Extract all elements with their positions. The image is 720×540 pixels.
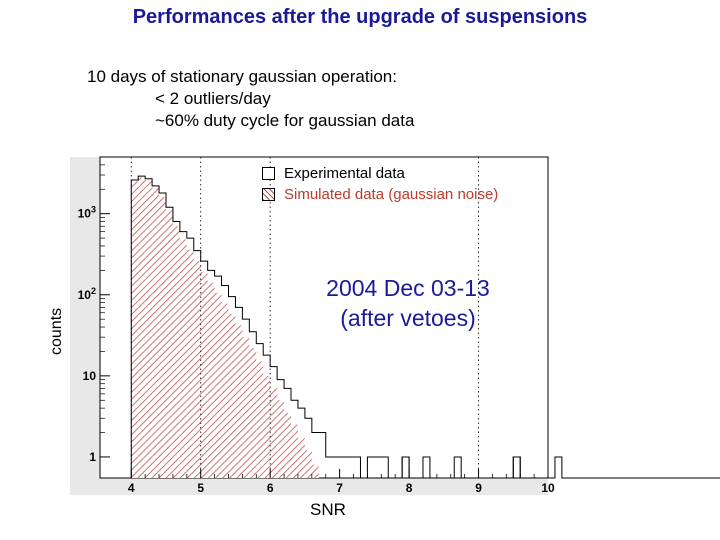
simulated-bar — [256, 361, 264, 478]
subtitle-line-1: 10 days of stationary gaussian operation… — [87, 67, 397, 86]
simulated-bar — [214, 293, 222, 478]
y-axis-label: counts — [48, 307, 65, 355]
page-title: Performances after the upgrade of suspen… — [132, 6, 588, 28]
simulated-bar — [263, 375, 271, 478]
y-tick-label: 102 — [78, 286, 96, 302]
simulated-bar — [193, 261, 201, 478]
subtitle-block: 10 days of stationary gaussian operation… — [87, 66, 414, 132]
simulated-bar — [297, 438, 305, 478]
experimental-outlier-bin — [512, 456, 521, 478]
simulated-bar — [291, 424, 298, 478]
legend-swatch-experimental — [262, 167, 275, 180]
simulated-bar — [207, 282, 215, 478]
simulated-bar — [249, 348, 257, 478]
y-tick-label: 1 — [89, 450, 96, 464]
experimental-outlier-bin — [453, 456, 462, 478]
simulated-bar — [221, 303, 229, 478]
x-tick-label: 10 — [541, 481, 555, 495]
simulated-bar — [179, 239, 187, 478]
x-tick-label: 7 — [336, 481, 343, 495]
simulated-bar — [270, 388, 278, 478]
simulated-bar — [145, 180, 153, 478]
y-tick-label: 103 — [78, 205, 96, 221]
simulated-bar — [131, 181, 139, 478]
simulated-bar — [159, 197, 166, 478]
experimental-histogram-line — [130, 175, 720, 479]
experimental-outlier-bin — [422, 456, 431, 478]
simulated-bar — [200, 272, 208, 478]
legend: Experimental data Simulated data (gaussi… — [262, 163, 498, 205]
annotation-line-1: 2004 Dec 03-13 — [326, 275, 490, 301]
subtitle-line-2: < 2 outliers/day — [155, 89, 271, 108]
simulated-bar — [138, 177, 146, 479]
simulated-bar — [277, 400, 285, 478]
simulated-bar — [172, 226, 180, 478]
simulated-bar — [228, 313, 236, 478]
subtitle-line-3: ~60% duty cycle for gaussian data — [155, 111, 415, 130]
simulated-bar — [284, 412, 292, 478]
legend-item-experimental: Experimental data — [262, 163, 498, 184]
x-tick-label: 6 — [267, 481, 274, 495]
simulated-bar — [304, 450, 312, 478]
simulated-bar — [186, 249, 194, 478]
simulated-bar — [235, 325, 243, 478]
simulated-bar — [311, 464, 319, 478]
simulated-bar — [152, 187, 160, 478]
annotation-line-2: (after vetoes) — [340, 305, 476, 331]
simulated-bar — [242, 337, 250, 478]
legend-swatch-simulated — [262, 188, 275, 201]
legend-item-simulated: Simulated data (gaussian noise) — [262, 184, 498, 205]
x-axis-label: SNR — [310, 500, 346, 519]
y-tick-label: 10 — [83, 369, 97, 383]
x-tick-label: 4 — [128, 481, 135, 495]
simulated-bar — [165, 210, 173, 478]
legend-label-experimental: Experimental data — [284, 165, 405, 182]
legend-label-simulated: Simulated data (gaussian noise) — [284, 186, 499, 203]
experimental-outlier-bin — [401, 456, 410, 478]
x-tick-label: 9 — [475, 481, 482, 495]
x-tick-label: 8 — [406, 481, 413, 495]
x-tick-label: 5 — [197, 481, 204, 495]
date-annotation: 2004 Dec 03-13 (after vetoes) — [300, 273, 516, 333]
